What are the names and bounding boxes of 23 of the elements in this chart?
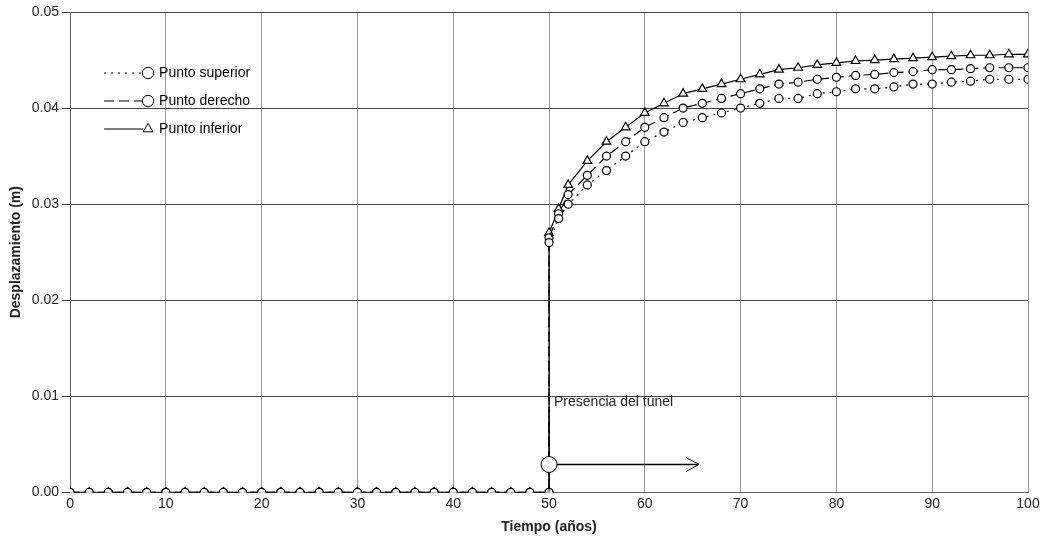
x-tick-label: 40 xyxy=(445,494,462,511)
x-tick-label: 50 xyxy=(541,494,558,511)
x-tick-label: 90 xyxy=(924,494,941,511)
x-tick-label: 20 xyxy=(253,494,270,511)
annotation: Presencia del túnel xyxy=(554,392,674,409)
x-tick-label: 60 xyxy=(637,494,653,511)
y-tick-label: 0.03 xyxy=(31,195,60,212)
legend-label: Punto derecho xyxy=(159,91,251,108)
x-tick-label: 80 xyxy=(828,494,845,511)
y-tick-label: 0.02 xyxy=(31,291,60,308)
x-axis-title: Tiempo (años) xyxy=(501,518,597,535)
y-tick-label: 0.01 xyxy=(31,387,60,404)
y-tick-label: 0.04 xyxy=(31,98,60,115)
x-tick-label: 0 xyxy=(66,494,75,511)
x-tick-label: 10 xyxy=(158,494,174,511)
legend-label: Punto superior xyxy=(159,63,251,80)
x-tick-label: 70 xyxy=(732,494,749,511)
y-tick-label: 0.05 xyxy=(31,2,60,19)
y-axis-title: Desplazamiento (m) xyxy=(7,186,24,319)
x-tick-label: 30 xyxy=(349,494,366,511)
x-tick-label: 100 xyxy=(1016,494,1040,511)
y-tick-label: 0.00 xyxy=(31,483,60,500)
legend-label: Punto inferior xyxy=(159,119,243,136)
